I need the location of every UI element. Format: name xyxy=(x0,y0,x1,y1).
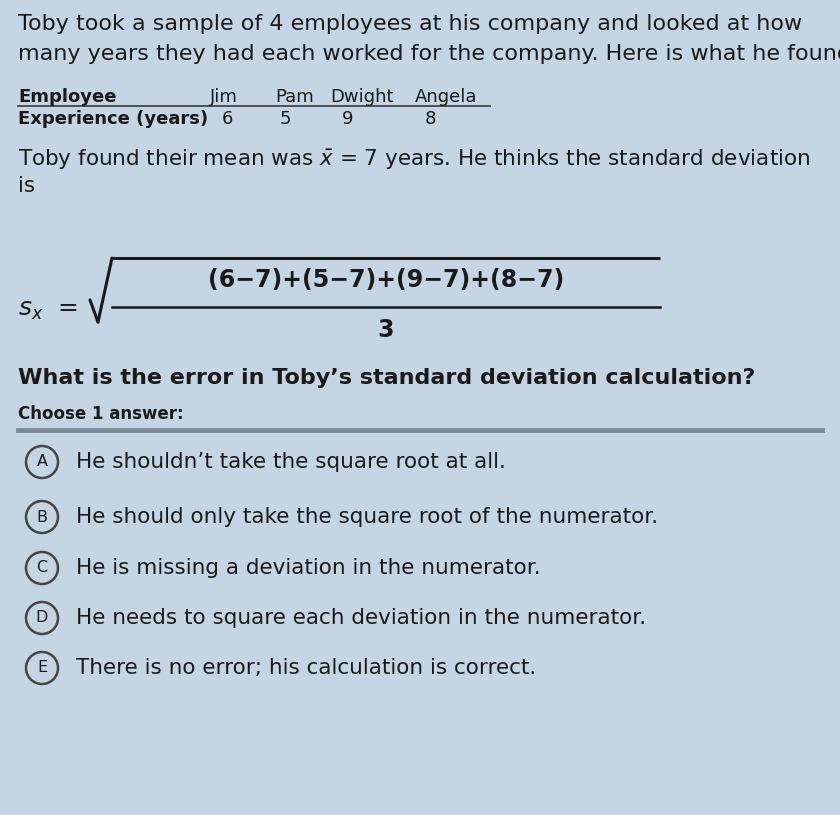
Text: A: A xyxy=(36,455,48,469)
Text: is: is xyxy=(18,176,35,196)
Text: He should only take the square root of the numerator.: He should only take the square root of t… xyxy=(76,507,658,527)
Text: Dwight: Dwight xyxy=(330,88,393,106)
Text: B: B xyxy=(36,509,48,525)
Text: 9: 9 xyxy=(342,110,354,128)
Text: What is the error in Toby’s standard deviation calculation?: What is the error in Toby’s standard dev… xyxy=(18,368,755,388)
Text: 5: 5 xyxy=(280,110,291,128)
Text: He is missing a deviation in the numerator.: He is missing a deviation in the numerat… xyxy=(76,558,541,578)
Text: He shouldn’t take the square root at all.: He shouldn’t take the square root at all… xyxy=(76,452,506,472)
Text: E: E xyxy=(37,660,47,676)
Text: Pam: Pam xyxy=(275,88,314,106)
Text: Toby took a sample of 4 employees at his company and looked at how: Toby took a sample of 4 employees at his… xyxy=(18,14,802,34)
Text: Experience (years): Experience (years) xyxy=(18,110,208,128)
Text: many years they had each worked for the company. Here is what he found:: many years they had each worked for the … xyxy=(18,44,840,64)
Text: Choose 1 answer:: Choose 1 answer: xyxy=(18,405,184,423)
Text: (6−7)+(5−7)+(9−7)+(8−7): (6−7)+(5−7)+(9−7)+(8−7) xyxy=(207,268,564,292)
Text: Toby found their mean was $\bar{x}$ = 7 years. He thinks the standard deviation: Toby found their mean was $\bar{x}$ = 7 … xyxy=(18,148,811,172)
Text: 3: 3 xyxy=(378,318,394,342)
Text: There is no error; his calculation is correct.: There is no error; his calculation is co… xyxy=(76,658,536,678)
Text: Jim: Jim xyxy=(210,88,238,106)
Text: Employee: Employee xyxy=(18,88,117,106)
Text: C: C xyxy=(36,561,48,575)
Text: He needs to square each deviation in the numerator.: He needs to square each deviation in the… xyxy=(76,608,646,628)
Text: $s_x$  =: $s_x$ = xyxy=(18,298,78,322)
Text: D: D xyxy=(36,610,48,625)
Text: 6: 6 xyxy=(222,110,234,128)
Text: Angela: Angela xyxy=(415,88,477,106)
Text: 8: 8 xyxy=(425,110,436,128)
